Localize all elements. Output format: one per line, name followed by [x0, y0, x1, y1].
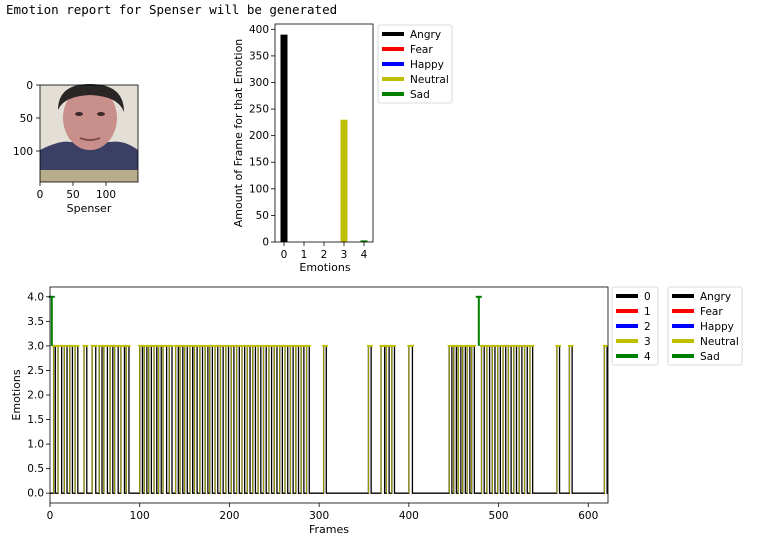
line-x-tick-label: 0	[47, 510, 54, 522]
face-skin	[63, 86, 117, 150]
line-legend-named-label: Happy	[700, 321, 734, 333]
face-y-tick-label: 50	[20, 113, 33, 125]
bar-legend-label: Sad	[410, 89, 430, 101]
line-y-tick-label: 2.5	[27, 365, 44, 377]
line-legend-named-label: Angry	[700, 291, 731, 303]
bar-x-axis: 0 1 2 3 4	[281, 242, 368, 261]
line-legend-numeric-label: 3	[644, 336, 651, 348]
face-left-eye	[75, 112, 83, 116]
line-y-axis: 0.0 0.5 1.0 1.5 2.0 2.5 3.0 3.5 4.0	[27, 291, 50, 500]
face-hair	[58, 84, 124, 112]
line-chart: 0.00.51.01.52.02.53.03.54.0 0 100 200 300 40…	[10, 286, 743, 536]
line-x-tick-label: 300	[309, 510, 329, 522]
face-y-ticks: 0 50 100	[13, 80, 40, 158]
line-x-tick-label: 500	[489, 510, 509, 522]
face-y-tick-label: 0	[26, 80, 33, 92]
line-y-tick-label: 3.5	[27, 316, 44, 328]
line-legend-numeric-label: 4	[644, 351, 651, 363]
bar-legend: Angry Fear Happy Neutral Sad	[377, 24, 453, 104]
bar-y-tick-label: 400	[249, 24, 269, 36]
line-legend-named: Angry Fear Happy Neutral Sad	[667, 286, 743, 366]
face-shirt	[40, 141, 138, 170]
line-y-tick-label: 3.0	[27, 340, 44, 352]
face-mouth	[79, 137, 101, 141]
bar-marks	[280, 34, 368, 242]
face-xlabel: Spenser	[67, 202, 112, 215]
face-x-tick-label: 0	[37, 189, 44, 201]
line-y-tick-label: 2.0	[27, 390, 44, 402]
line-xlabel: Frames	[309, 523, 349, 536]
bar-y-tick-label: 150	[249, 157, 269, 169]
face-image-panel: 0 50 100 0 50 100 Spenser	[13, 80, 139, 215]
bar-y-tick-label: 100	[249, 183, 269, 195]
bar-legend-label: Fear	[410, 44, 433, 56]
bar-y-tick-label: 300	[249, 77, 269, 89]
bar-ylabel: Amount of Frame for that Emotion	[232, 39, 245, 228]
bar-xlabel: Emotions	[299, 261, 350, 274]
face-x-ticks: 0 50 100	[37, 182, 116, 201]
bar-x-tick-label: 4	[361, 249, 368, 261]
line-legend-numeric-label: 2	[644, 321, 651, 333]
bar-y-tick-label: 0	[262, 237, 269, 249]
line-x-axis: 0 100 200 300 400 500 600	[47, 503, 598, 522]
line-marks	[48, 295, 609, 494]
bar-x-tick-label: 0	[281, 249, 288, 261]
bar-legend-box	[377, 24, 453, 104]
bar-y-tick-label: 50	[256, 210, 269, 222]
line-plot-frame	[49, 286, 609, 504]
line-y-tick-label: 0.0	[27, 488, 44, 500]
bar-4	[360, 240, 368, 242]
bar-x-tick-label: 3	[341, 249, 348, 261]
bar-y-tick-label: 350	[249, 50, 269, 62]
face-picture	[40, 84, 138, 182]
line-x-tick-label: 400	[399, 510, 419, 522]
line-x-tick-label: 600	[578, 510, 598, 522]
line-y-tick-label: 4.0	[27, 291, 44, 303]
face-right-eye	[97, 112, 105, 116]
line-y-tick-label: 1.0	[27, 439, 44, 451]
bar-y-tick-label: 250	[249, 104, 269, 116]
report-title: Emotion report for Spenser will be gener…	[6, 2, 338, 17]
face-y-tick-label: 100	[13, 146, 33, 158]
line-y-tick-label: 0.5	[27, 463, 44, 475]
line-ylabel: Emotions	[10, 369, 23, 420]
bar-legend-label: Neutral	[410, 74, 449, 86]
bar-plot-frame	[274, 23, 374, 243]
line-legend-named-label: Sad	[700, 351, 720, 363]
face-frame	[39, 84, 139, 183]
line-legend-numeric: 0 1 2 3 4	[611, 286, 659, 366]
face-x-tick-label: 50	[66, 189, 79, 201]
face-band	[40, 170, 138, 182]
bar-legend-label: Angry	[410, 29, 441, 41]
bar-y-tick-label: 200	[249, 130, 269, 142]
line-legend-numeric-label: 1	[644, 306, 651, 318]
line-legend-named-label: Neutral	[700, 336, 739, 348]
line-x-tick-label: 100	[130, 510, 150, 522]
bar-y-axis: 0 50 100 150 200 250 300 350 400	[249, 24, 275, 249]
bar-3	[340, 119, 348, 242]
line-legend-numeric-label: 0	[644, 291, 651, 303]
bar-legend-label: Happy	[410, 59, 444, 71]
face-x-tick-label: 100	[96, 189, 116, 201]
line-legend-named-box	[667, 286, 743, 366]
bar-x-tick-label: 2	[321, 249, 328, 261]
line-legend-named-label: Fear	[700, 306, 723, 318]
line-y-tick-label: 1.5	[27, 414, 44, 426]
bar-x-tick-label: 1	[301, 249, 308, 261]
bar-0	[280, 34, 288, 242]
line-x-tick-label: 200	[219, 510, 239, 522]
